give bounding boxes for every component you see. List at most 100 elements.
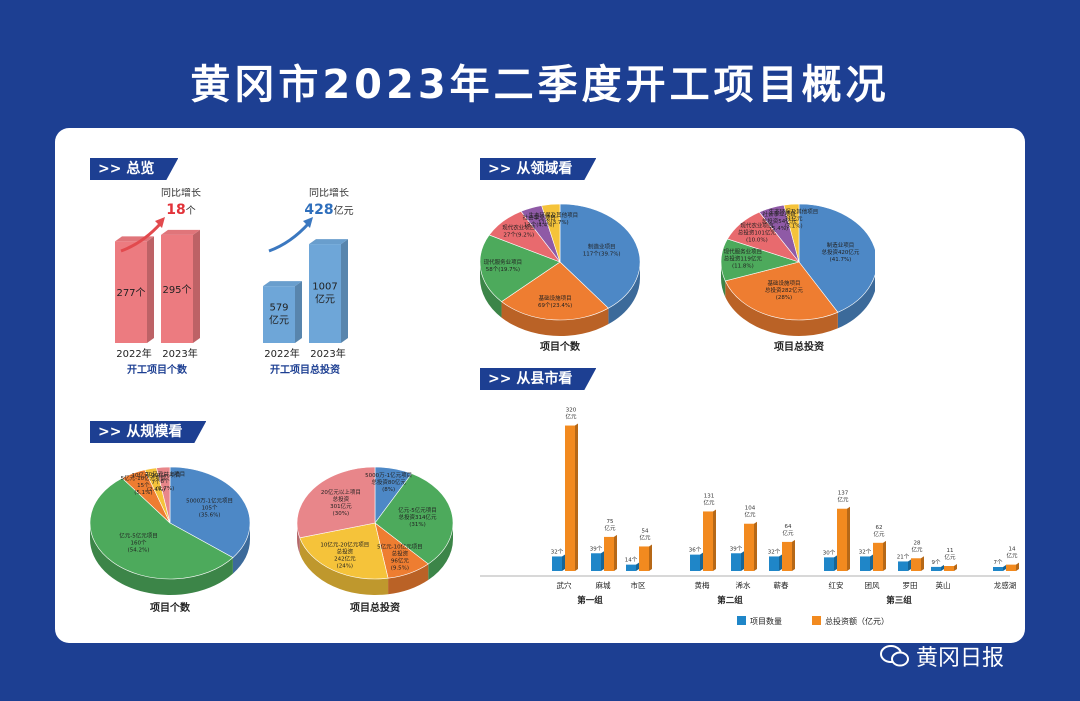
data-label: 39个 — [590, 545, 603, 552]
bar-side — [295, 281, 302, 343]
pie-slice-side — [608, 262, 640, 325]
domain-pie-charts: 制造业项目 117个(39.7%) 基础设施项目 69个(23.4%) 现代服务业项目 5… — [479, 203, 875, 353]
data-label: 28 — [914, 540, 921, 546]
pie-slice-side — [428, 523, 453, 580]
category-label: 龙感湖 — [994, 580, 1017, 590]
pie-slice-label: 生态环保及其他项目 31亿元(3.1%) — [769, 207, 819, 229]
data-label: 30个 — [823, 549, 836, 556]
group-label: 第二组 — [717, 595, 743, 606]
growth-value: 18个 — [166, 202, 195, 218]
bar-category-label: 2023年 — [310, 347, 345, 360]
bar-红安-项目数量 — [824, 557, 834, 571]
bar-side — [147, 236, 154, 343]
data-label-unit: 亿元 — [703, 498, 715, 506]
pie-slice-label: 5000万-1亿元项目 105个(35.6%) — [186, 497, 233, 519]
bar-side — [636, 562, 639, 571]
pie-slice-label: 20亿元以上项目 8个(2.7%) — [145, 470, 185, 492]
pie-slice-label: 现代服务业项目总投资119亿元(11.8%) — [724, 247, 763, 269]
pie-slice-label: 10亿元-20亿元项目 7个(2.4%) — [132, 471, 181, 493]
bar-side — [847, 506, 850, 571]
section-header-overview: >> 总览 — [90, 158, 178, 180]
pie-slice-label: 现代服务业项目 58个(19.7%) — [484, 258, 523, 273]
bar-蕲春-项目数量 — [769, 556, 779, 571]
pie-slice — [798, 203, 875, 313]
bar-黄梅-总投资额（亿元） — [703, 511, 713, 571]
pie-slice — [89, 477, 234, 580]
bar-罗田-项目数量 — [898, 561, 908, 571]
pie-slice-side — [725, 280, 838, 336]
bar-side — [1003, 565, 1006, 571]
pie-slice-side — [501, 301, 609, 336]
bar-top — [309, 239, 348, 245]
pie-slice — [156, 466, 171, 524]
bar-top — [263, 281, 302, 287]
pie-slice-side — [388, 563, 429, 595]
chart-xlabel: 开工项目总投资 — [270, 363, 340, 376]
data-label-unit: 亿元 — [911, 545, 923, 553]
watermark-text: 黄冈日报 — [916, 646, 1005, 671]
bar-value-label: 1007 — [312, 282, 337, 293]
pie-slice — [299, 522, 389, 580]
data-label-unit: 亿元 — [944, 553, 956, 561]
section-header-domain: >> 从领域看 — [480, 158, 596, 180]
bar-团风-总投资额（亿元） — [873, 542, 883, 571]
pie-slice — [724, 261, 839, 321]
bar-side — [614, 534, 617, 571]
bar-红安-总投资额（亿元） — [837, 508, 847, 571]
bar-武穴-项目数量 — [552, 556, 562, 571]
category-label: 市区 — [631, 580, 646, 590]
bar-英山-项目数量 — [931, 566, 941, 571]
data-label-unit: 亿元 — [565, 413, 577, 421]
bar-龙感湖-项目数量 — [993, 567, 1003, 571]
legend-swatch — [812, 616, 821, 625]
data-label: 21个 — [897, 553, 910, 560]
bar-黄梅-项目数量 — [690, 554, 700, 571]
bar-value-label: 295个 — [162, 284, 191, 296]
pie-title: 项目总投资 — [774, 340, 824, 353]
pie-slice-side — [299, 537, 389, 595]
bar-武穴-总投资额（亿元） — [565, 425, 575, 571]
pie-slice-label: 基础设施项目总投资282亿元(28%) — [765, 279, 803, 301]
bar-side — [601, 551, 604, 571]
category-label: 团风 — [865, 581, 880, 590]
pie-slice-label: 5000万-1亿元项目总投资80亿元(8%) — [365, 471, 412, 493]
section-header-county: >> 从县市看 — [480, 368, 596, 390]
scale-pie-charts: 5000万-1亿元项目 105个(35.6%) 亿元-5亿元项目 160个(54.2%… — [89, 466, 454, 614]
pie-slice — [479, 234, 561, 302]
pie-slice-label: 10亿元-20亿元项目总投资 242亿元(24%) — [320, 541, 369, 570]
bar-市区-项目数量 — [626, 564, 636, 571]
pie-slice-label: 社会事业项目 13个(4.4%) — [523, 214, 556, 229]
pie-slice-side — [90, 523, 233, 595]
bar-英山-总投资额（亿元） — [944, 566, 954, 571]
data-label: 32个 — [551, 548, 564, 555]
pie-slice — [374, 473, 454, 565]
bar-麻城-项目数量 — [591, 553, 601, 571]
bar-side — [908, 559, 911, 571]
section-header-scale: >> 从规模看 — [90, 421, 206, 443]
growth-arrow — [268, 221, 311, 253]
bar-side — [883, 540, 886, 571]
data-label-unit: 亿元 — [604, 524, 616, 532]
pie-slice — [559, 203, 641, 309]
bar-龙感湖-总投资额（亿元） — [1006, 564, 1016, 571]
bar-蕲春-总投资额（亿元） — [782, 541, 792, 571]
data-label: 64 — [785, 524, 792, 530]
bar-side — [575, 423, 578, 571]
data-label: 7个 — [994, 559, 1003, 566]
overview-charts: 277个2022年295个2023年开工项目个数同比增长18个579亿元2022… — [115, 188, 354, 376]
category-label: 红安 — [829, 580, 844, 590]
bar-浠水-总投资额（亿元） — [744, 523, 754, 571]
legend-swatch — [737, 616, 746, 625]
category-label: 蕲春 — [774, 580, 789, 590]
pie-slice-label: 亿元-5亿元项目 160个(54.2%) — [119, 532, 157, 554]
data-label: 36个 — [689, 547, 702, 554]
bar-value-unit: 亿元 — [315, 293, 335, 306]
growth-arrow — [120, 221, 163, 253]
pie-slice — [169, 466, 251, 558]
data-label: 131 — [704, 493, 715, 499]
data-label: 320 — [566, 408, 577, 414]
legend-label: 总投资额（亿元） — [825, 616, 889, 626]
bar-side — [341, 239, 348, 343]
bar-麻城-总投资额（亿元） — [604, 536, 614, 571]
bar-side — [941, 564, 944, 571]
